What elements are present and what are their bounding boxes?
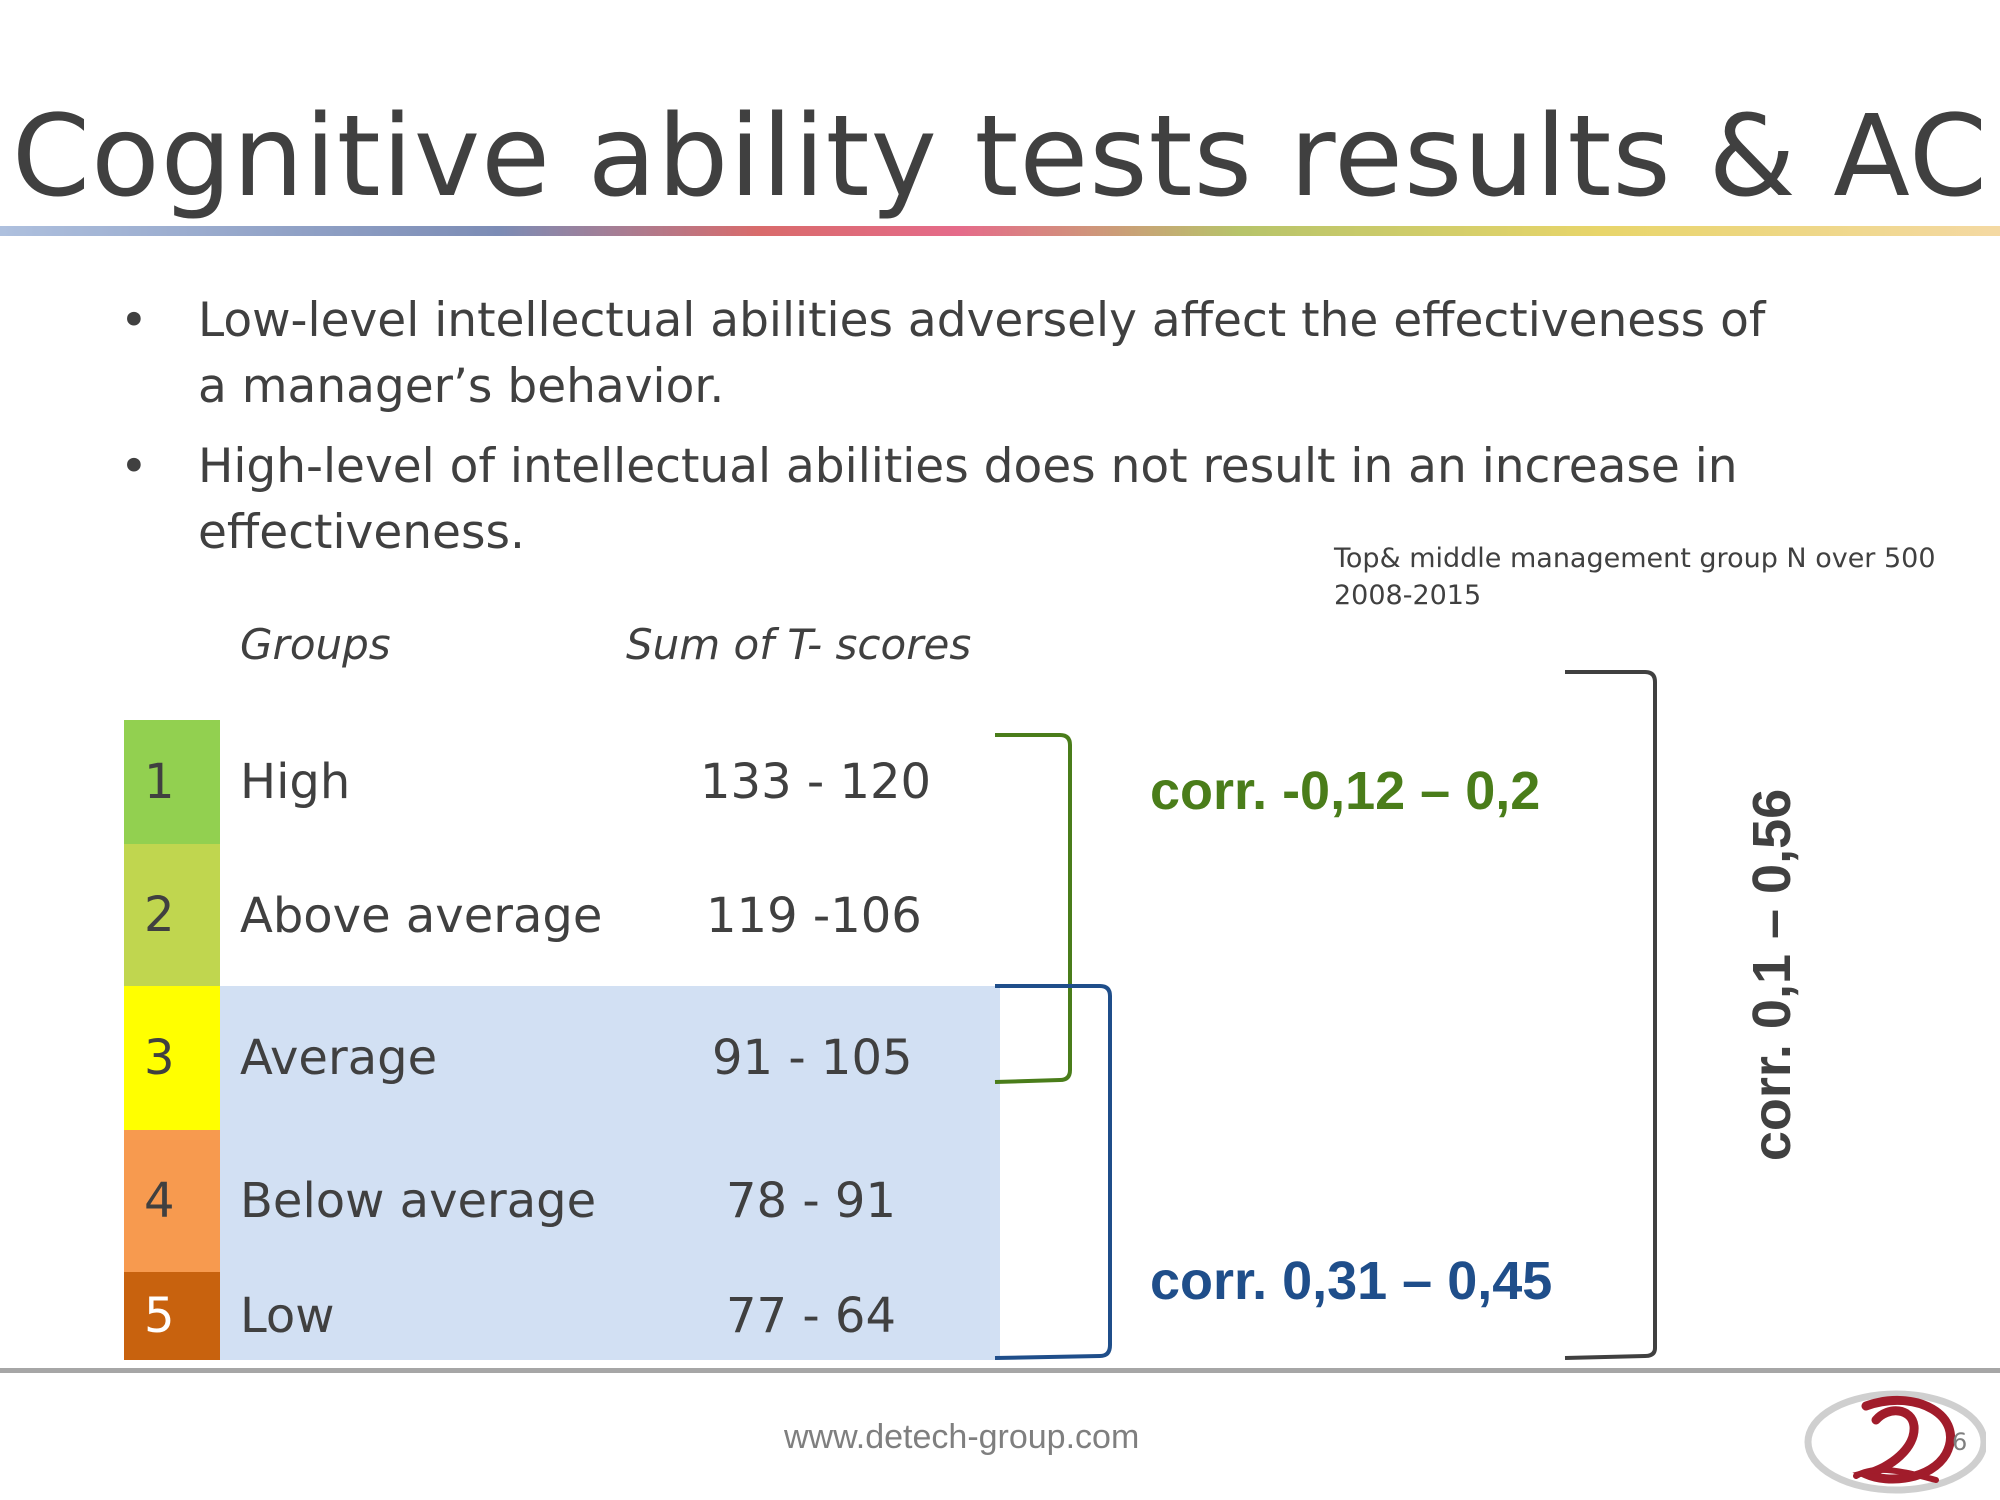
upper-correlation-label: corr. -0,12 – 0,2 bbox=[1150, 761, 1541, 821]
bullet-text: High-level of intellectual abilities doe… bbox=[198, 439, 1738, 560]
group-number-cell: 3 bbox=[124, 986, 220, 1130]
scores-header: Sum of T- scores bbox=[626, 620, 972, 669]
bullet-item: • High-level of intellectual abilities d… bbox=[120, 434, 1770, 566]
bullet-list: • Low-level intellectual abilities adver… bbox=[120, 288, 1770, 580]
sample-note: Top& middle management group N over 500 … bbox=[1334, 540, 1936, 614]
lower-correlation-label: corr. 0,31 – 0,45 bbox=[1150, 1251, 1553, 1311]
group-label: Average bbox=[240, 1030, 438, 1086]
group-score-range: 133 - 120 bbox=[700, 754, 932, 810]
group-label: Low bbox=[240, 1288, 335, 1344]
sample-note-line: Top& middle management group N over 500 bbox=[1334, 543, 1936, 574]
group-score-range: 77 - 64 bbox=[726, 1288, 896, 1344]
group-number-cell: 2 bbox=[124, 844, 220, 986]
page-number: 6 bbox=[1952, 1428, 1968, 1456]
footer-website: www.detech-group.com bbox=[784, 1418, 1140, 1456]
slide-title: Cognitive ability tests results & AC bbox=[11, 92, 1989, 222]
group-label: Above average bbox=[240, 888, 603, 944]
bullet-marker: • bbox=[120, 293, 148, 348]
overall-correlation-label: corr. 0,1 – 0,56 bbox=[1742, 788, 1802, 1162]
lower-groups-highlight bbox=[220, 986, 1000, 1360]
bullet-marker: • bbox=[120, 439, 148, 494]
lower-groups-bracket bbox=[994, 984, 1112, 1360]
group-score-range: 78 - 91 bbox=[726, 1173, 896, 1229]
group-score-range: 91 - 105 bbox=[712, 1030, 913, 1086]
detech-logo-icon bbox=[1804, 1390, 1986, 1494]
group-number-cell: 5 bbox=[124, 1272, 220, 1360]
bullet-item: • Low-level intellectual abilities adver… bbox=[120, 288, 1770, 420]
overall-bracket bbox=[1564, 670, 1657, 1360]
group-number-cell: 1 bbox=[124, 720, 220, 844]
group-score-range: 119 -106 bbox=[706, 888, 922, 944]
footer-rule bbox=[0, 1368, 2000, 1373]
groups-header: Groups bbox=[240, 620, 391, 669]
title-gradient-rule bbox=[0, 226, 2000, 236]
group-label: Below average bbox=[240, 1173, 597, 1229]
group-number-cell: 4 bbox=[124, 1130, 220, 1272]
group-label: High bbox=[240, 754, 351, 810]
bullet-text: Low-level intellectual abilities adverse… bbox=[198, 293, 1766, 414]
upper-groups-bracket bbox=[994, 733, 1072, 1084]
sample-note-years: 2008-2015 bbox=[1334, 580, 1482, 611]
